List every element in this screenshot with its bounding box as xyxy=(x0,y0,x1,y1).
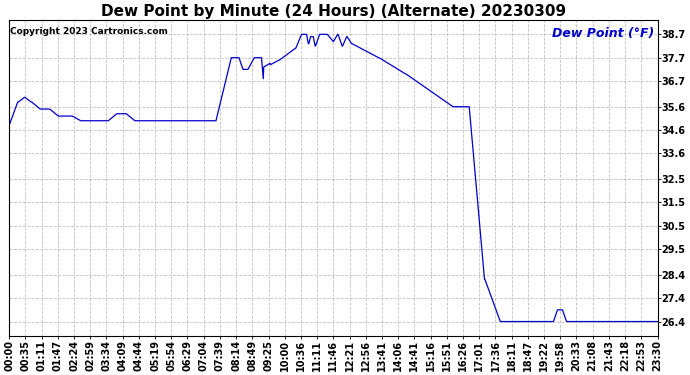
Text: Dew Point (°F): Dew Point (°F) xyxy=(552,27,654,40)
Text: Copyright 2023 Cartronics.com: Copyright 2023 Cartronics.com xyxy=(10,27,168,36)
Title: Dew Point by Minute (24 Hours) (Alternate) 20230309: Dew Point by Minute (24 Hours) (Alternat… xyxy=(101,4,566,19)
